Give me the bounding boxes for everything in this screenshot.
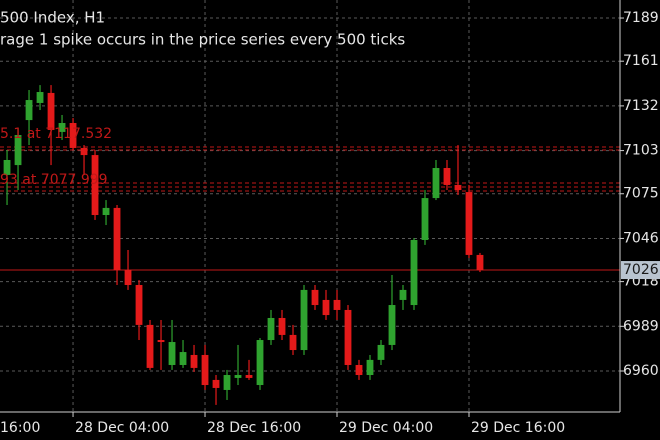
candle-body bbox=[322, 299, 330, 316]
y-tick-label: 6989 bbox=[623, 318, 659, 334]
candle-body bbox=[80, 147, 88, 156]
candle-body bbox=[421, 198, 429, 240]
candle-body bbox=[388, 305, 396, 345]
candle-body bbox=[179, 352, 187, 365]
candle-body bbox=[212, 379, 220, 388]
current-price-label: 7026 bbox=[623, 262, 659, 278]
axis-layer: 71897161713271037075704670186989696016:0… bbox=[0, 10, 660, 436]
candle-body bbox=[300, 289, 308, 351]
candle-body bbox=[377, 344, 385, 360]
y-tick-label: 7189 bbox=[623, 10, 659, 26]
candle-body bbox=[58, 122, 66, 132]
y-tick-label: 7132 bbox=[623, 98, 659, 114]
x-tick-label: 29 Dec 16:00 bbox=[471, 420, 565, 436]
candle-body bbox=[278, 317, 286, 335]
candle-body bbox=[201, 354, 209, 386]
text-layer: 500 Index, H1 rage 1 spike occurs in the… bbox=[0, 9, 405, 189]
annotation: 5.1 at 7117.532 bbox=[0, 126, 112, 142]
candle-body bbox=[69, 122, 77, 148]
candle-layer bbox=[3, 85, 484, 405]
candle-body bbox=[267, 317, 275, 341]
candle-body bbox=[47, 92, 55, 130]
annotation: 93 at 7077.999 bbox=[0, 172, 108, 188]
candle-body bbox=[190, 354, 198, 368]
y-tick-label: 7161 bbox=[623, 53, 659, 69]
candle-body bbox=[157, 340, 165, 343]
candle-body bbox=[256, 340, 264, 386]
candle-body bbox=[14, 135, 22, 166]
y-tick-label: 6960 bbox=[623, 363, 659, 379]
candle-body bbox=[465, 192, 473, 255]
y-tick-label: 7103 bbox=[623, 143, 659, 159]
candle-body bbox=[245, 375, 253, 378]
candle-body bbox=[333, 299, 341, 310]
candle-body bbox=[344, 309, 352, 365]
candle-body bbox=[234, 375, 242, 378]
chart-subtitle: rage 1 spike occurs in the price series … bbox=[0, 31, 405, 49]
candle-body bbox=[410, 239, 418, 306]
grid-layer bbox=[0, 0, 620, 412]
candle-body bbox=[135, 284, 143, 325]
candle-body bbox=[366, 359, 374, 376]
candle-body bbox=[3, 159, 11, 175]
candle-body bbox=[476, 254, 484, 271]
x-tick-label: 28 Dec 04:00 bbox=[75, 420, 169, 436]
candle-body bbox=[454, 184, 462, 191]
candle-body bbox=[289, 334, 297, 351]
candle-body bbox=[311, 289, 319, 306]
candle-body bbox=[113, 207, 121, 271]
candle-body bbox=[124, 270, 132, 285]
candle-body bbox=[25, 100, 33, 121]
candle-body bbox=[399, 289, 407, 300]
y-tick-label: 7046 bbox=[623, 230, 659, 246]
candle-body bbox=[36, 92, 44, 103]
x-tick-label: 16:00 bbox=[0, 420, 40, 436]
x-tick-label: 29 Dec 04:00 bbox=[339, 420, 433, 436]
level-layer bbox=[0, 146, 620, 271]
current-price-box bbox=[621, 261, 660, 280]
candle-body bbox=[168, 342, 176, 365]
candle-body bbox=[102, 207, 110, 216]
candle-body bbox=[432, 168, 440, 199]
candle-body bbox=[443, 168, 451, 185]
candle-body bbox=[355, 364, 363, 376]
candle-body bbox=[146, 324, 154, 368]
y-tick-label: 7075 bbox=[623, 186, 659, 202]
candle-body bbox=[223, 375, 231, 390]
candle-body bbox=[91, 155, 99, 216]
x-tick-label: 28 Dec 16:00 bbox=[207, 420, 301, 436]
chart-title: 500 Index, H1 bbox=[0, 9, 105, 27]
